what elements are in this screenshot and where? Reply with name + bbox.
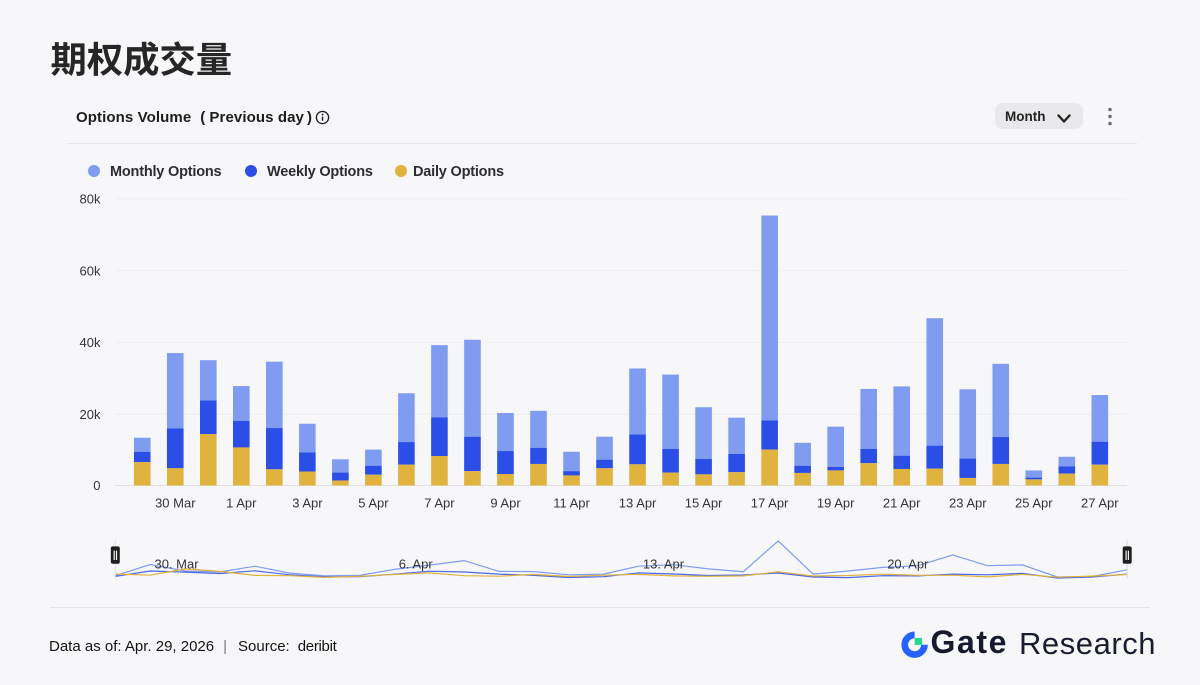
- svg-text:20k: 20k: [80, 407, 101, 422]
- svg-text:21 Apr: 21 Apr: [883, 496, 921, 511]
- svg-text:19 Apr: 19 Apr: [817, 496, 855, 511]
- svg-text:0: 0: [93, 478, 100, 493]
- svg-text:30. Mar: 30. Mar: [155, 557, 200, 572]
- svg-text:9 Apr: 9 Apr: [490, 496, 521, 511]
- svg-text:6. Apr: 6. Apr: [399, 557, 434, 572]
- svg-text:15 Apr: 15 Apr: [685, 496, 723, 511]
- svg-text:13 Apr: 13 Apr: [619, 496, 657, 511]
- svg-text:60k: 60k: [80, 263, 101, 278]
- svg-text:25 Apr: 25 Apr: [1015, 496, 1053, 511]
- svg-text:11 Apr: 11 Apr: [553, 496, 590, 511]
- svg-text:7 Apr: 7 Apr: [424, 496, 455, 511]
- svg-text:27 Apr: 27 Apr: [1081, 496, 1119, 511]
- svg-text:5 Apr: 5 Apr: [358, 496, 389, 511]
- svg-text:17 Apr: 17 Apr: [751, 496, 789, 511]
- svg-text:30 Mar: 30 Mar: [155, 496, 196, 511]
- svg-text:80k: 80k: [80, 192, 101, 207]
- svg-text:13. Apr: 13. Apr: [643, 557, 685, 572]
- svg-text:20. Apr: 20. Apr: [887, 557, 929, 572]
- svg-text:3 Apr: 3 Apr: [292, 496, 323, 511]
- svg-text:1 Apr: 1 Apr: [226, 496, 257, 511]
- svg-text:23 Apr: 23 Apr: [949, 496, 987, 511]
- svg-text:40k: 40k: [80, 335, 101, 350]
